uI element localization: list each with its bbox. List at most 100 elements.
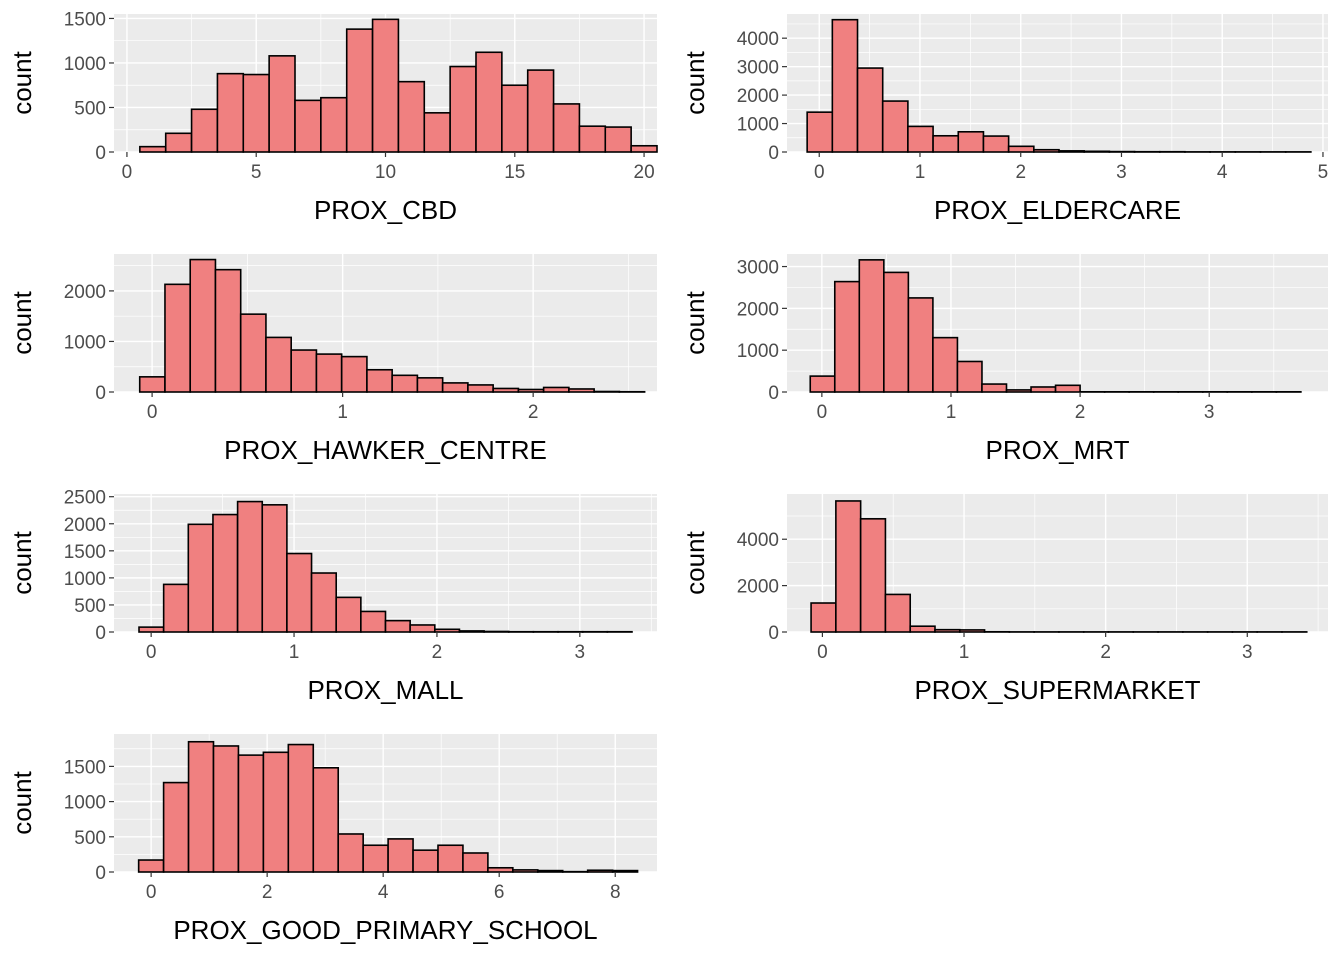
histogram-bar (806, 111, 834, 153)
y-tick-label: 1000 (64, 54, 106, 75)
y-axis-title: count (7, 530, 37, 594)
histogram-bar (345, 28, 374, 153)
y-tick-label: 1000 (64, 793, 106, 814)
histogram-panel-1: 0 5 10 15 20 0 500 1000 1500 PROX_CBD count (7, 9, 658, 225)
histogram-bar (542, 386, 570, 393)
x-tick-label: 3 (1204, 402, 1215, 423)
histogram-bar (423, 112, 451, 153)
histogram-bar (568, 388, 595, 393)
histogram-bar (907, 297, 934, 393)
histogram-bar (467, 384, 494, 393)
x-axis-title: PROX_GOOD_PRIMARY_SCHOOL (173, 915, 597, 945)
histogram-panel-3: 0 1 2 0 1000 2000 PROX_HAWKER_CENTRE count (7, 254, 657, 465)
y-tick-label: 500 (74, 596, 106, 617)
histogram-bar (958, 629, 986, 633)
x-tick-label: 3 (1242, 642, 1253, 663)
histogram-bar (526, 69, 555, 153)
histogram-bar (237, 754, 265, 873)
y-tick-label: 1500 (64, 9, 106, 30)
y-tick-label: 3000 (737, 258, 779, 279)
y-tick-label: 0 (95, 143, 106, 164)
histogram-panel-7: 0 2 4 6 8 0 500 1000 1500 PROX_GOOD_PRIMARY_SCHOO… (7, 734, 657, 945)
x-tick-label: 0 (817, 642, 828, 663)
histogram-bar (441, 382, 469, 393)
x-tick-label: 8 (610, 882, 621, 903)
histogram-bar (239, 313, 267, 393)
histogram-bar (593, 390, 621, 393)
histogram-bar (1030, 386, 1057, 393)
histogram-bar (578, 125, 607, 153)
histogram-bar (487, 866, 514, 873)
x-tick-label: 4 (378, 882, 389, 903)
y-tick-label: 2000 (737, 299, 779, 320)
histogram-bar (483, 630, 510, 633)
x-tick-label: 0 (814, 162, 825, 183)
histogram-bar (212, 513, 239, 633)
histogram-panel-2: 0 1 2 3 4 5 0 1000 2000 3000 4000 PROX_ELDERCARE cou… (680, 14, 1328, 225)
histogram-bar (262, 751, 290, 873)
histogram-bar (981, 383, 1008, 393)
histogram-bar (536, 869, 564, 873)
histogram-bar (957, 130, 985, 153)
histogram-bar (831, 18, 859, 153)
histogram-bar (137, 859, 165, 873)
y-tick-label: 0 (95, 863, 106, 884)
y-tick-label: 0 (95, 623, 106, 644)
histogram-bar (261, 504, 288, 633)
histogram-bar (310, 572, 338, 633)
x-tick-label: 1 (959, 642, 970, 663)
histogram-bar (449, 65, 477, 153)
histogram-bar (187, 740, 215, 873)
histogram-bar (265, 336, 292, 393)
y-axis-title: count (680, 290, 710, 354)
x-tick-label: 3 (1116, 162, 1127, 183)
histogram-bar (517, 388, 545, 393)
y-tick-label: 1500 (64, 542, 106, 563)
histogram-bar (187, 523, 214, 633)
histogram-bar (475, 51, 503, 153)
x-tick-label: 0 (146, 642, 157, 663)
histogram-bar (611, 869, 639, 873)
y-tick-label: 2000 (737, 577, 779, 598)
histogram-bar (409, 624, 436, 633)
histogram-bar (809, 375, 836, 393)
y-tick-label: 2000 (64, 282, 106, 303)
histogram-bar (932, 134, 960, 153)
histogram-bar (312, 766, 340, 873)
histogram-bar (1058, 150, 1085, 153)
histogram-bar (858, 259, 885, 393)
x-tick-label: 6 (494, 882, 505, 903)
x-axis-title: PROX_MRT (986, 435, 1130, 465)
histogram-bar (335, 596, 362, 633)
histogram-bar (810, 602, 837, 633)
x-tick-label: 2 (1100, 642, 1111, 663)
x-tick-label: 2 (432, 642, 443, 663)
y-tick-label: 2500 (64, 488, 106, 509)
histogram-bar (552, 103, 581, 153)
y-tick-label: 1000 (737, 115, 779, 136)
x-tick-label: 5 (251, 162, 262, 183)
x-tick-label: 20 (634, 162, 655, 183)
y-tick-label: 500 (74, 98, 106, 119)
histogram-panel-6: 0 1 2 3 0 2000 4000 PROX_SUPERMARKET count (680, 494, 1328, 705)
histogram-bar (366, 368, 393, 393)
histogram-bar (360, 610, 387, 633)
x-axis-title: PROX_SUPERMARKET (914, 675, 1200, 705)
x-tick-label: 10 (375, 162, 396, 183)
histogram-bar (956, 360, 983, 393)
histogram-bar (932, 336, 959, 393)
histogram-bar (884, 593, 912, 633)
x-tick-label: 2 (528, 402, 539, 423)
x-tick-label: 1 (946, 402, 957, 423)
x-tick-label: 2 (1015, 162, 1026, 183)
y-tick-label: 4000 (737, 29, 779, 50)
histogram-bar (833, 280, 861, 393)
histogram-bar (286, 552, 313, 633)
histogram-bar (492, 387, 520, 393)
x-axis-title: PROX_CBD (314, 195, 457, 225)
histogram-bar (586, 869, 614, 873)
y-tick-label: 2000 (737, 86, 779, 107)
histogram-bar (835, 500, 862, 633)
histogram-bar (982, 135, 1010, 153)
histogram-bar (630, 144, 658, 153)
